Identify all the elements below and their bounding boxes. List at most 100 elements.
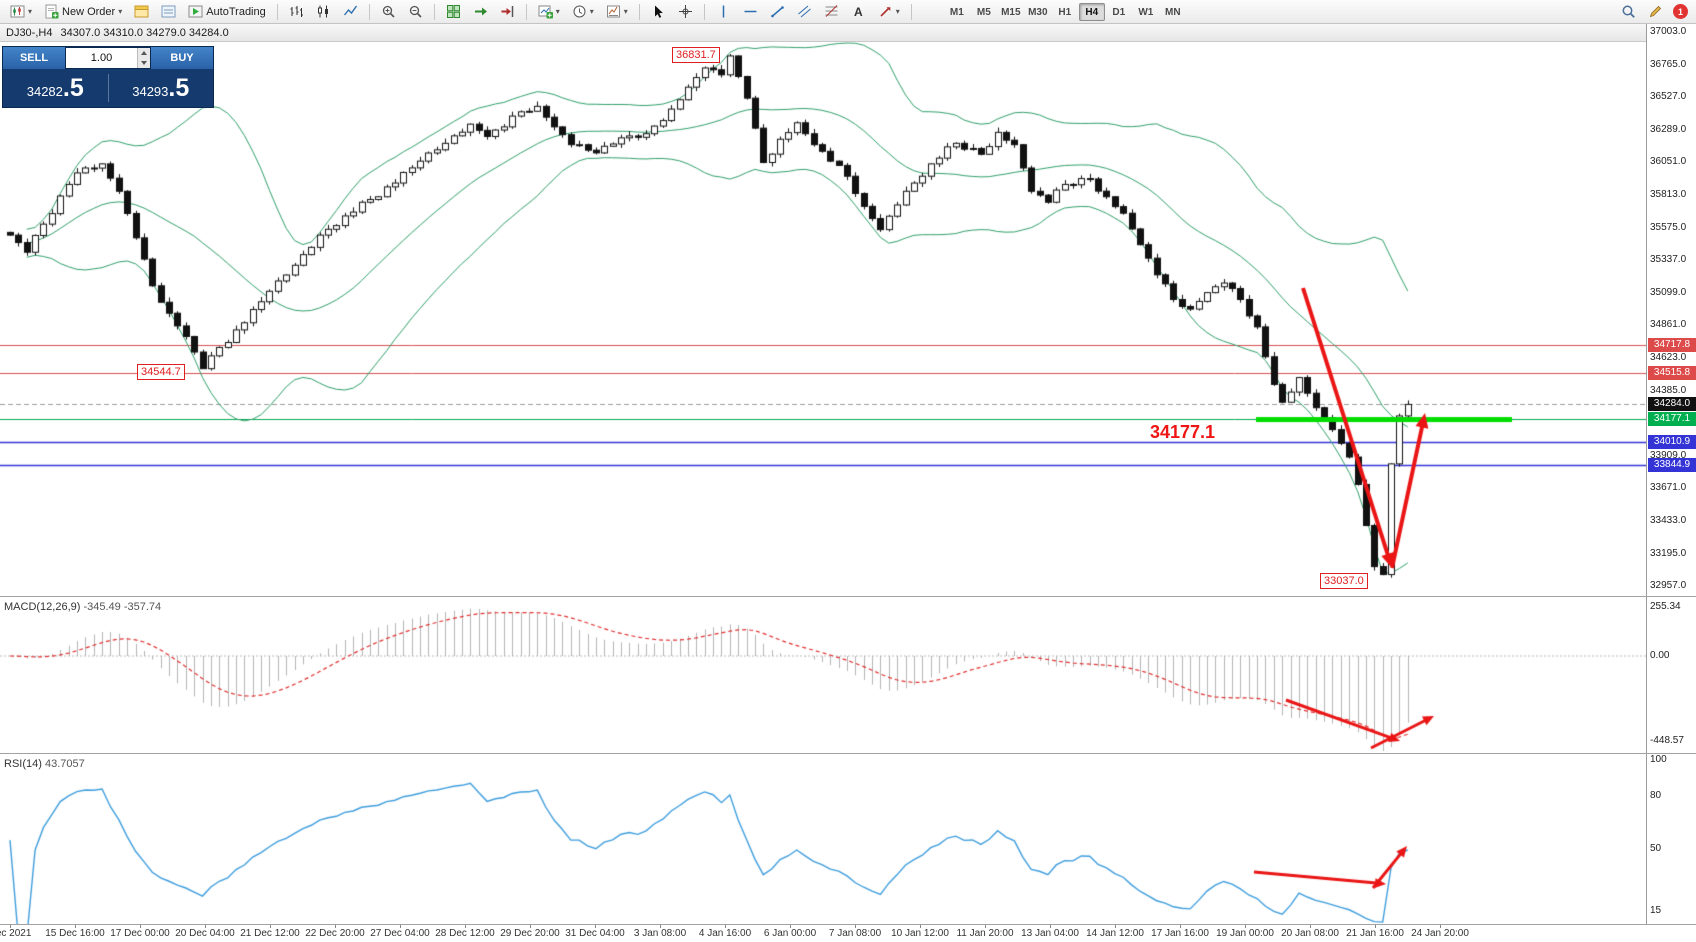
timeframe-button-m1[interactable]: M1: [949, 6, 964, 18]
quick-edit-button[interactable]: [1643, 2, 1668, 22]
time-axis-label: 29 Dec 20:00: [500, 928, 560, 939]
notification-badge[interactable]: 1: [1673, 4, 1688, 19]
trendline-tool-button[interactable]: [765, 2, 790, 22]
crosshair-icon: [678, 4, 693, 19]
symbol-period-label: DJ30-,H4: [6, 26, 53, 39]
peak-price-label[interactable]: 36831.7: [672, 47, 720, 63]
fibonacci-tool-button[interactable]: [819, 2, 844, 22]
channel-tool-button[interactable]: [792, 2, 817, 22]
chart-shift-button[interactable]: [495, 2, 520, 22]
tile-windows-button[interactable]: [441, 2, 466, 22]
time-axis-tick: [1115, 925, 1116, 928]
timeframe-button-m5[interactable]: M5: [976, 6, 991, 18]
time-axis-tick: [10, 925, 11, 928]
zoom-in-icon: [381, 4, 396, 19]
time-axis-tick: [205, 925, 206, 928]
time-axis-tick: [75, 925, 76, 928]
timeframe-button-h1[interactable]: H1: [1058, 6, 1072, 18]
time-axis-tick: [855, 925, 856, 928]
toolbar-separator: [525, 3, 527, 20]
horizontal-line-tool-button[interactable]: [738, 2, 763, 22]
macd-panel-separator[interactable]: [0, 596, 1696, 597]
volume-increase-button[interactable]: [138, 48, 150, 58]
candlestick-chart-button[interactable]: [311, 2, 336, 22]
rsi-scale-tick: 80: [1650, 789, 1662, 801]
price-level-badge: 34284.0: [1648, 397, 1696, 412]
ohlc-values-label: 34307.0 34310.0 34279.0 34284.0: [60, 26, 229, 39]
crosshair-tool-button[interactable]: [673, 2, 698, 22]
candlestick-chart-icon: [316, 4, 331, 19]
trendline-icon: [770, 4, 785, 19]
dropdown-caret-icon: ▾: [623, 6, 628, 16]
new-chart-button[interactable]: ▾: [533, 2, 565, 22]
timeframe-button-w1[interactable]: W1: [1138, 6, 1154, 18]
vertical-line-tool-button[interactable]: [711, 2, 736, 22]
market-watch-button[interactable]: [129, 2, 154, 22]
macd-name: MACD(12,26,9): [4, 601, 81, 613]
sell-price-button[interactable]: 34282.5: [3, 74, 108, 103]
search-button[interactable]: [1616, 2, 1641, 22]
horizontal-line-icon: [743, 4, 758, 19]
volume-spinner: [137, 48, 150, 68]
timeframe-button-m30[interactable]: M30: [1028, 6, 1048, 18]
timeframe-button-d1[interactable]: D1: [1112, 6, 1126, 18]
price-scale-tick: 33909.0: [1650, 449, 1687, 461]
tile-windows-icon: [446, 4, 461, 19]
buy-button[interactable]: BUY: [151, 47, 213, 69]
sell-button[interactable]: SELL: [3, 47, 65, 69]
line-chart-icon: [343, 4, 358, 19]
new-order-button[interactable]: New Order ▾: [39, 2, 127, 22]
zoom-out-icon: [408, 4, 423, 19]
price-scale[interactable]: 37003.0 36765.0 36527.0 36289.0 36051.0 35813…: [1646, 24, 1696, 924]
support-price-label[interactable]: 34177.1: [1150, 422, 1216, 442]
crash-low-label[interactable]: 33037.0: [1320, 573, 1368, 589]
dropdown-caret-icon: ▾: [555, 6, 560, 16]
cursor-tool-button[interactable]: [646, 2, 671, 22]
price-scale-tick: 34623.0: [1650, 351, 1687, 363]
periods-button[interactable]: ▾: [567, 2, 599, 22]
volume-value[interactable]: 1.00: [90, 52, 113, 64]
templates-button[interactable]: ▾: [601, 2, 633, 22]
vertical-line-icon: [716, 4, 731, 19]
price-level-badge: 34177.1: [1648, 412, 1696, 427]
dropdown-caret-icon: ▾: [589, 6, 594, 16]
price-scale-tick: 35813.0: [1650, 188, 1687, 200]
time-axis-label: 6 Jan 00:00: [763, 928, 817, 939]
timeframe-button-mn[interactable]: MN: [1165, 6, 1181, 18]
timeframe-button-m15[interactable]: M15: [1001, 6, 1021, 18]
timeframe-button-h4[interactable]: H4: [1078, 2, 1105, 21]
time-axis[interactable]: Dec 2021 15 Dec 16:00 17 Dec 00:00 20 Dec 0…: [0, 925, 1696, 942]
new-order-icon: [44, 4, 59, 19]
time-axis-tick: [790, 925, 791, 928]
time-axis-label: 15 Dec 16:00: [45, 928, 105, 939]
december-low-label[interactable]: 34544.7: [137, 364, 185, 380]
arrows-tool-button[interactable]: ▾: [873, 2, 905, 22]
time-axis-label: 31 Dec 04:00: [565, 928, 625, 939]
time-axis-label: 10 Jan 12:00: [891, 928, 949, 939]
buy-price-button[interactable]: 34293.5: [109, 74, 214, 103]
autotrading-button[interactable]: AutoTrading: [183, 2, 271, 22]
channel-icon: [797, 4, 812, 19]
dropdown-caret-icon: ▾: [118, 6, 123, 16]
zoom-out-button[interactable]: [403, 2, 428, 22]
auto-scroll-button[interactable]: [468, 2, 493, 22]
time-axis-tick: [985, 925, 986, 928]
volume-decrease-button[interactable]: [138, 58, 150, 68]
time-axis-tick: [1245, 925, 1246, 928]
arrow-tool-icon: [878, 4, 893, 19]
rsi-panel-separator[interactable]: [0, 753, 1696, 754]
autotrading-play-icon: [188, 4, 203, 19]
zoom-in-button[interactable]: [376, 2, 401, 22]
market-watch-icon: [134, 4, 149, 19]
dropdown-caret-icon: ▾: [28, 6, 33, 16]
macd-indicator-label: MACD(12,26,9) -345.49 -357.74: [4, 601, 161, 613]
volume-field[interactable]: 1.00: [65, 47, 151, 69]
bar-chart-button[interactable]: [284, 2, 309, 22]
line-chart-button[interactable]: [338, 2, 363, 22]
data-window-button[interactable]: [156, 2, 181, 22]
price-scale-tick: 36527.0: [1650, 91, 1687, 103]
chart-selector-button[interactable]: ▾: [5, 2, 37, 22]
text-tool-button[interactable]: A: [846, 2, 871, 22]
buy-price-main: 34293: [132, 83, 169, 99]
